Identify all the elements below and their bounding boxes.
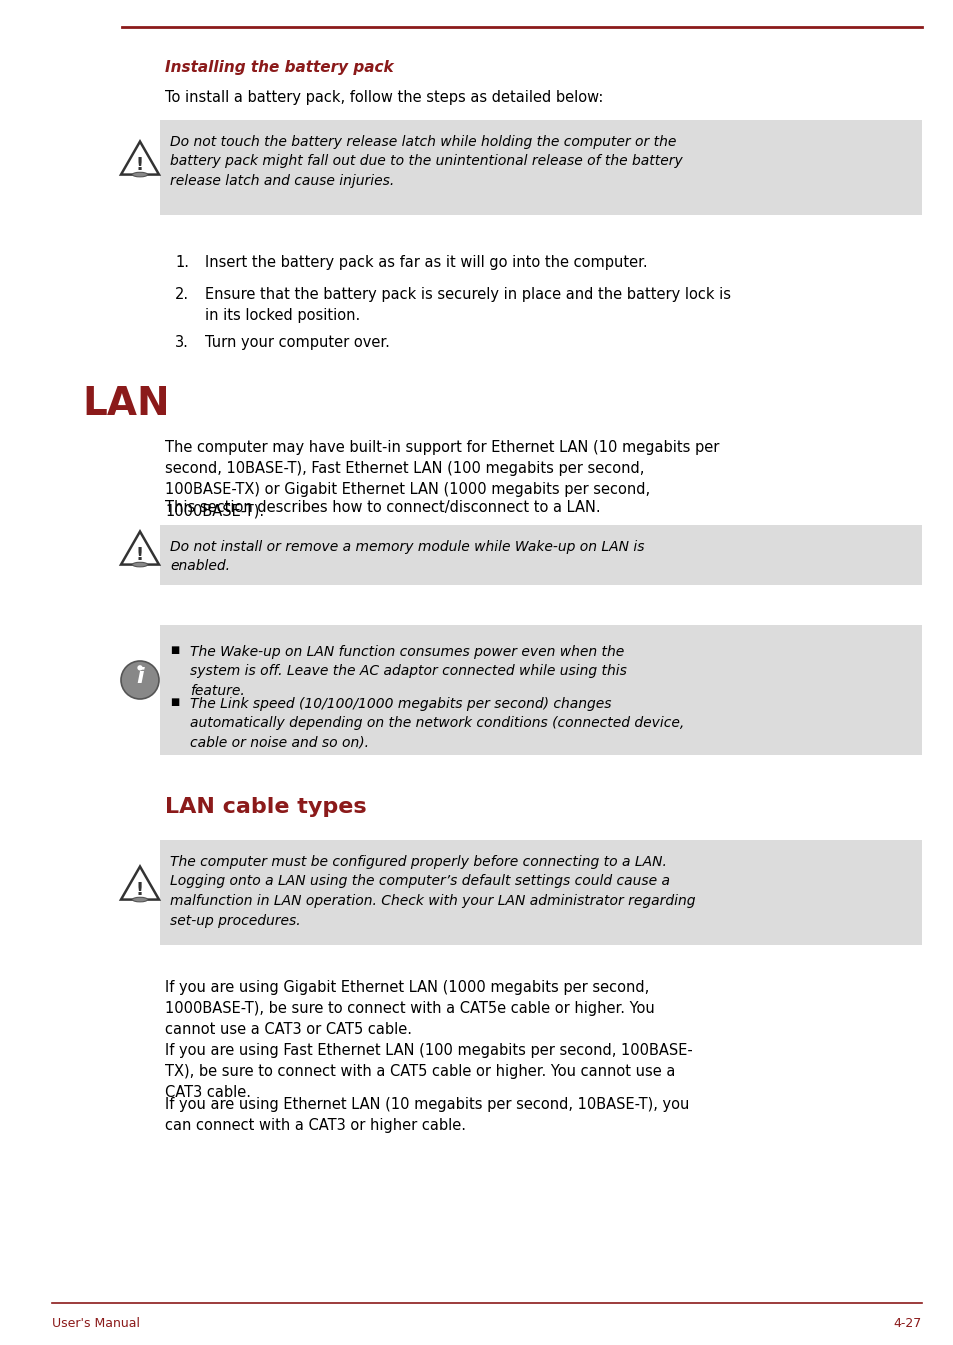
Polygon shape bbox=[121, 866, 159, 900]
Text: Do not touch the battery release latch while holding the computer or the
battery: Do not touch the battery release latch w… bbox=[170, 134, 682, 188]
Text: ■: ■ bbox=[170, 646, 179, 655]
Text: The Link speed (10/100/1000 megabits per second) changes
automatically depending: The Link speed (10/100/1000 megabits per… bbox=[190, 697, 683, 751]
Text: !: ! bbox=[135, 881, 144, 898]
Circle shape bbox=[121, 660, 159, 699]
Text: !: ! bbox=[135, 156, 144, 174]
Text: The Wake-up on LAN function consumes power even when the
system is off. Leave th: The Wake-up on LAN function consumes pow… bbox=[190, 646, 626, 698]
Text: 2.: 2. bbox=[174, 286, 189, 303]
Ellipse shape bbox=[132, 172, 148, 176]
Text: Ensure that the battery pack is securely in place and the battery lock is
in its: Ensure that the battery pack is securely… bbox=[205, 286, 730, 323]
Bar bbox=[160, 525, 921, 585]
Text: ■: ■ bbox=[170, 697, 179, 707]
Text: Do not install or remove a memory module while Wake-up on LAN is
enabled.: Do not install or remove a memory module… bbox=[170, 539, 644, 573]
Ellipse shape bbox=[132, 562, 148, 566]
Text: If you are using Gigabit Ethernet LAN (1000 megabits per second,
1000BASE-T), be: If you are using Gigabit Ethernet LAN (1… bbox=[165, 981, 654, 1037]
Text: i: i bbox=[136, 667, 144, 687]
Polygon shape bbox=[121, 531, 159, 565]
Text: 1.: 1. bbox=[174, 256, 189, 270]
Text: To install a battery pack, follow the steps as detailed below:: To install a battery pack, follow the st… bbox=[165, 90, 602, 105]
Ellipse shape bbox=[132, 897, 148, 902]
Circle shape bbox=[137, 666, 143, 671]
Bar bbox=[160, 625, 921, 755]
Text: LAN cable types: LAN cable types bbox=[165, 798, 366, 816]
Text: If you are using Fast Ethernet LAN (100 megabits per second, 100BASE-
TX), be su: If you are using Fast Ethernet LAN (100 … bbox=[165, 1042, 692, 1100]
Text: Turn your computer over.: Turn your computer over. bbox=[205, 335, 390, 350]
Bar bbox=[160, 841, 921, 946]
Text: !: ! bbox=[135, 546, 144, 564]
Polygon shape bbox=[121, 141, 159, 175]
Text: 3.: 3. bbox=[174, 335, 189, 350]
Text: The computer must be configured properly before connecting to a LAN.
Logging ont: The computer must be configured properly… bbox=[170, 855, 695, 928]
Text: This section describes how to connect/disconnect to a LAN.: This section describes how to connect/di… bbox=[165, 500, 600, 515]
Text: LAN: LAN bbox=[82, 385, 170, 422]
Text: User's Manual: User's Manual bbox=[52, 1317, 140, 1330]
Text: If you are using Ethernet LAN (10 megabits per second, 10BASE-T), you
can connec: If you are using Ethernet LAN (10 megabi… bbox=[165, 1098, 689, 1132]
Text: 4-27: 4-27 bbox=[893, 1317, 921, 1330]
Text: Installing the battery pack: Installing the battery pack bbox=[165, 61, 394, 75]
Text: Insert the battery pack as far as it will go into the computer.: Insert the battery pack as far as it wil… bbox=[205, 256, 647, 270]
Text: The computer may have built-in support for Ethernet LAN (10 megabits per
second,: The computer may have built-in support f… bbox=[165, 440, 719, 518]
Bar bbox=[160, 120, 921, 215]
